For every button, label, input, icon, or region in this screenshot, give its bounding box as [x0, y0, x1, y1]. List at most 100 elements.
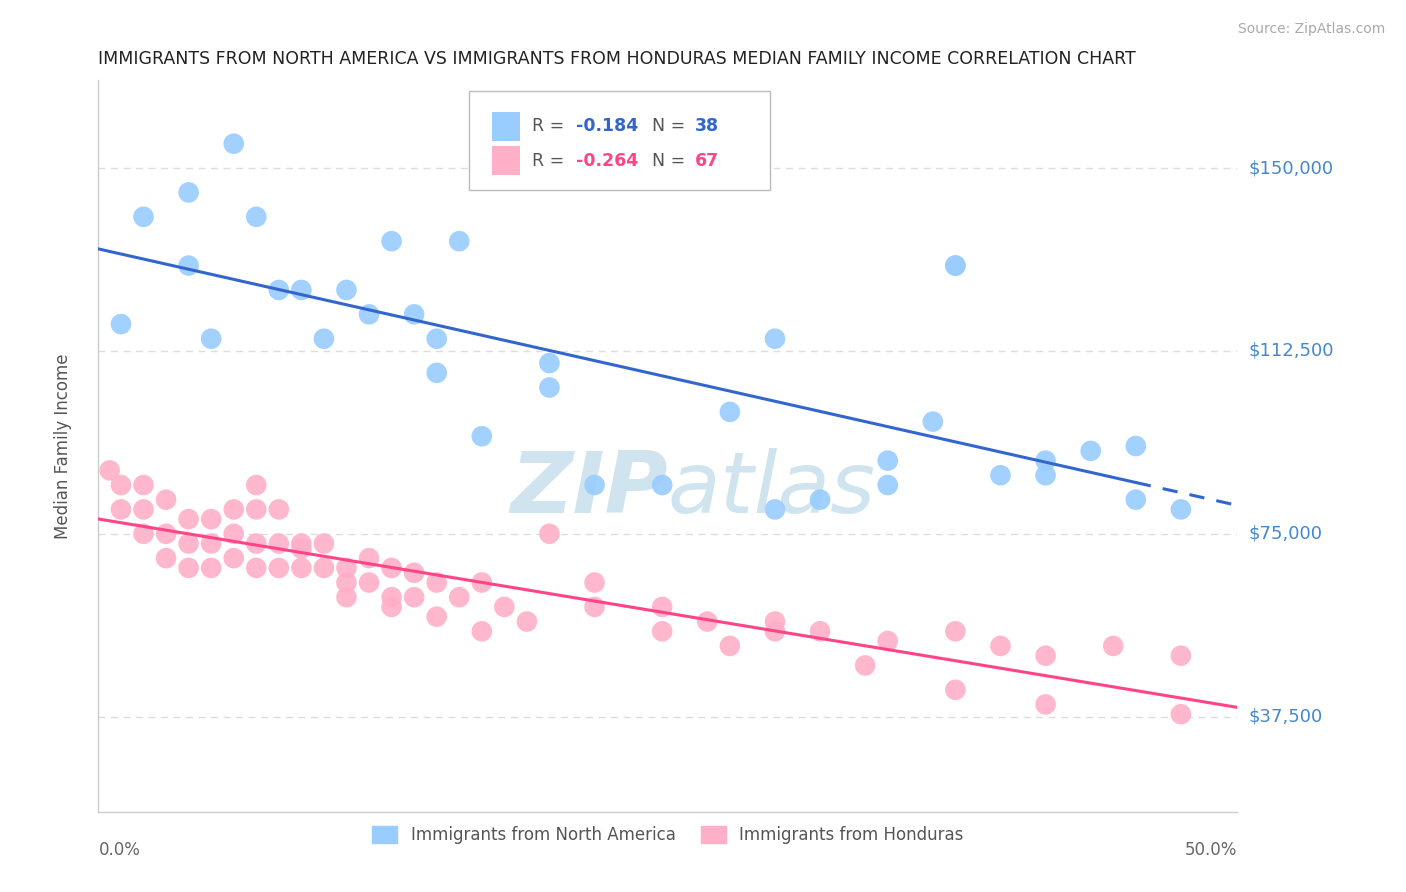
Point [98, 463, 121, 477]
Point [651, 478, 673, 492]
Point [200, 536, 222, 550]
Point [200, 561, 222, 575]
Text: $112,500: $112,500 [1249, 342, 1334, 359]
Point [155, 492, 177, 507]
Point [1102, 639, 1125, 653]
Point [267, 561, 290, 575]
Text: Median Family Income: Median Family Income [55, 353, 72, 539]
Text: Source: ZipAtlas.com: Source: ZipAtlas.com [1237, 22, 1385, 37]
Point [381, 234, 404, 248]
Point [312, 332, 335, 346]
Text: 0.0%: 0.0% [98, 841, 141, 859]
Point [357, 551, 380, 566]
Text: 50.0%: 50.0% [1185, 841, 1237, 859]
Point [945, 259, 967, 273]
Point [808, 624, 831, 639]
Point [132, 478, 155, 492]
Text: IMMIGRANTS FROM NORTH AMERICA VS IMMIGRANTS FROM HONDURAS MEDIAN FAMILY INCOME C: IMMIGRANTS FROM NORTH AMERICA VS IMMIGRA… [98, 50, 1136, 68]
Point [357, 307, 380, 321]
Point [177, 259, 200, 273]
FancyBboxPatch shape [492, 112, 520, 141]
Point [110, 478, 132, 492]
Point [200, 332, 222, 346]
Legend: Immigrants from North America, Immigrants from Honduras: Immigrants from North America, Immigrant… [366, 820, 970, 851]
Point [449, 234, 471, 248]
Point [449, 590, 471, 604]
Point [1170, 707, 1192, 722]
Point [312, 561, 335, 575]
Text: 38: 38 [695, 118, 720, 136]
FancyBboxPatch shape [492, 146, 520, 176]
Point [921, 415, 943, 429]
Point [426, 575, 449, 590]
Point [267, 536, 290, 550]
Point [335, 283, 357, 297]
Point [110, 502, 132, 516]
Point [651, 599, 673, 614]
Text: 67: 67 [695, 152, 720, 169]
Point [583, 478, 606, 492]
Point [335, 590, 357, 604]
Point [763, 624, 786, 639]
Point [245, 210, 267, 224]
Point [290, 561, 312, 575]
Text: N =: N = [652, 152, 690, 169]
Point [404, 566, 426, 580]
Point [222, 526, 245, 541]
Point [1080, 443, 1102, 458]
Point [494, 599, 516, 614]
FancyBboxPatch shape [468, 91, 770, 190]
Point [132, 502, 155, 516]
Point [763, 332, 786, 346]
Point [538, 356, 561, 370]
Point [1035, 453, 1057, 467]
Text: R =: R = [533, 118, 569, 136]
Point [990, 639, 1012, 653]
Point [404, 307, 426, 321]
Point [583, 575, 606, 590]
Point [808, 492, 831, 507]
Point [155, 551, 177, 566]
Text: ZIP: ZIP [510, 449, 668, 532]
Point [471, 575, 494, 590]
Point [583, 599, 606, 614]
Point [132, 526, 155, 541]
Point [155, 526, 177, 541]
Point [945, 624, 967, 639]
Point [1125, 492, 1147, 507]
Point [471, 429, 494, 443]
Point [177, 561, 200, 575]
Point [763, 615, 786, 629]
Point [404, 590, 426, 604]
Point [290, 536, 312, 550]
Point [245, 561, 267, 575]
Point [222, 502, 245, 516]
Point [357, 575, 380, 590]
Point [538, 526, 561, 541]
Point [876, 634, 898, 648]
Point [718, 405, 741, 419]
Text: N =: N = [652, 118, 690, 136]
Text: -0.184: -0.184 [575, 118, 638, 136]
Text: -0.264: -0.264 [575, 152, 638, 169]
Point [312, 536, 335, 550]
Point [200, 512, 222, 526]
Point [177, 186, 200, 200]
Point [763, 502, 786, 516]
Point [1035, 468, 1057, 483]
Point [853, 658, 876, 673]
Point [516, 615, 538, 629]
Point [335, 575, 357, 590]
Point [222, 136, 245, 151]
Point [177, 512, 200, 526]
Point [990, 468, 1012, 483]
Point [245, 502, 267, 516]
Point [335, 561, 357, 575]
Point [177, 536, 200, 550]
Text: $150,000: $150,000 [1249, 159, 1333, 177]
Point [245, 478, 267, 492]
Point [1125, 439, 1147, 453]
Point [1170, 648, 1192, 663]
Point [110, 317, 132, 331]
Point [876, 453, 898, 467]
